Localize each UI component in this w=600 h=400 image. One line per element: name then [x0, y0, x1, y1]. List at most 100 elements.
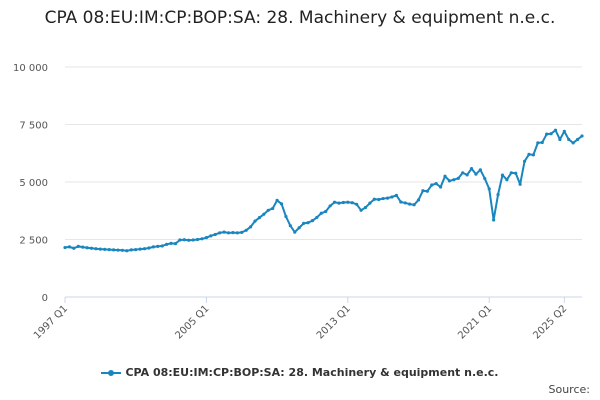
data-point[interactable] [509, 171, 513, 175]
data-point[interactable] [293, 230, 297, 234]
data-point[interactable] [549, 132, 553, 136]
data-point[interactable] [496, 193, 500, 197]
data-point[interactable] [160, 244, 164, 248]
data-point[interactable] [390, 195, 394, 199]
data-point[interactable] [235, 231, 239, 235]
data-point[interactable] [226, 231, 231, 235]
data-point[interactable] [156, 244, 160, 248]
data-point[interactable] [337, 201, 341, 205]
data-point[interactable] [218, 231, 222, 235]
data-point[interactable] [248, 225, 253, 229]
data-point[interactable] [200, 237, 204, 241]
data-point[interactable] [116, 248, 120, 252]
data-point[interactable] [580, 134, 584, 138]
data-point[interactable] [363, 205, 368, 210]
data-point[interactable] [310, 219, 315, 223]
data-point[interactable] [315, 215, 319, 220]
data-point[interactable] [279, 202, 284, 206]
data-point[interactable] [500, 173, 505, 177]
data-point[interactable] [487, 187, 491, 191]
data-point[interactable] [575, 137, 580, 142]
data-point[interactable] [107, 248, 111, 252]
data-point[interactable] [253, 219, 257, 223]
data-point[interactable] [271, 206, 275, 211]
data-point[interactable] [399, 200, 403, 204]
data-point[interactable] [456, 176, 460, 180]
data-point[interactable] [89, 246, 94, 250]
data-point[interactable] [332, 200, 337, 204]
data-point[interactable] [434, 182, 438, 186]
data-point[interactable] [67, 245, 72, 249]
data-point[interactable] [204, 236, 209, 240]
data-point[interactable] [394, 193, 399, 197]
data-point[interactable] [545, 132, 549, 136]
data-point[interactable] [381, 196, 385, 201]
data-point[interactable] [134, 248, 138, 252]
data-point[interactable] [492, 218, 496, 222]
data-point[interactable] [438, 185, 443, 189]
data-point[interactable] [540, 140, 544, 145]
data-point[interactable] [324, 209, 328, 214]
data-point[interactable] [443, 174, 447, 178]
data-point[interactable] [284, 214, 288, 219]
data-point[interactable] [76, 244, 80, 248]
data-point[interactable] [222, 230, 226, 234]
data-point[interactable] [262, 212, 266, 216]
data-point[interactable] [536, 141, 540, 145]
data-point[interactable] [147, 246, 151, 250]
data-point[interactable] [169, 241, 173, 246]
data-point[interactable] [244, 228, 248, 232]
data-point[interactable] [191, 238, 195, 242]
data-point[interactable] [72, 246, 76, 250]
data-point[interactable] [302, 221, 306, 225]
data-point[interactable] [288, 224, 292, 228]
data-point[interactable] [355, 202, 359, 206]
data-point[interactable] [195, 237, 200, 242]
data-point[interactable] [346, 200, 350, 204]
data-point[interactable] [425, 189, 429, 193]
data-point[interactable] [138, 247, 142, 251]
data-point[interactable] [319, 211, 323, 215]
data-point[interactable] [452, 178, 456, 182]
data-point[interactable] [403, 201, 407, 205]
data-point[interactable] [567, 137, 571, 142]
data-point[interactable] [518, 182, 522, 186]
data-point[interactable] [112, 248, 116, 252]
data-point[interactable] [430, 183, 434, 187]
data-point[interactable] [522, 159, 527, 163]
data-point[interactable] [514, 171, 518, 175]
data-point[interactable] [94, 247, 98, 251]
data-point[interactable] [474, 172, 478, 176]
data-point[interactable] [182, 238, 186, 242]
data-point[interactable] [359, 208, 363, 212]
data-point[interactable] [178, 238, 182, 242]
series-line[interactable] [64, 129, 583, 252]
data-point[interactable] [103, 247, 107, 251]
data-point[interactable] [558, 137, 562, 142]
data-point[interactable] [231, 231, 235, 235]
data-point[interactable] [350, 201, 354, 205]
data-point[interactable] [165, 242, 169, 246]
data-point[interactable] [125, 249, 129, 253]
data-point[interactable] [447, 179, 452, 183]
data-point[interactable] [213, 232, 217, 237]
data-point[interactable] [275, 198, 279, 202]
data-point[interactable] [461, 171, 465, 175]
data-point[interactable] [377, 197, 381, 202]
data-point[interactable] [483, 176, 487, 181]
data-point[interactable] [63, 245, 67, 250]
data-point[interactable] [553, 128, 558, 132]
data-point[interactable] [412, 203, 416, 207]
data-point[interactable] [421, 189, 425, 193]
data-point[interactable] [368, 201, 372, 205]
data-point[interactable] [151, 245, 155, 249]
data-point[interactable] [297, 226, 301, 230]
data-point[interactable] [240, 230, 244, 234]
data-point[interactable] [266, 208, 270, 212]
data-point[interactable] [209, 234, 213, 238]
data-point[interactable] [129, 248, 133, 252]
data-point[interactable] [372, 197, 376, 201]
data-point[interactable] [98, 247, 102, 251]
data-point[interactable] [306, 221, 310, 225]
data-point[interactable] [478, 168, 482, 172]
